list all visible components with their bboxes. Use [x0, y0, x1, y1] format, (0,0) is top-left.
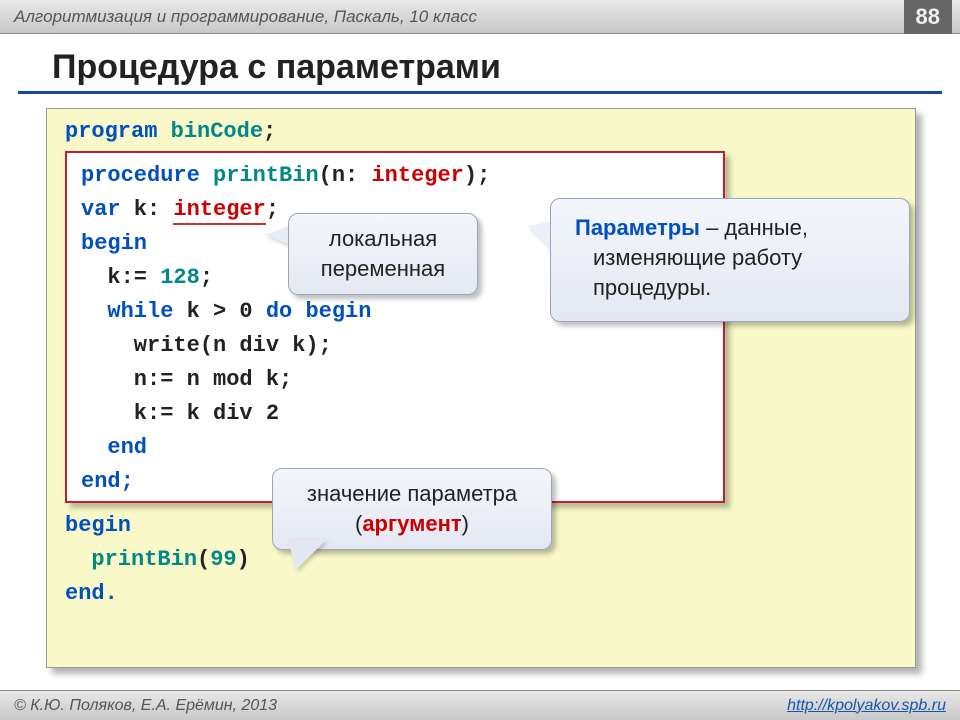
header-bar: Алгоритмизация и программирование, Паска… [0, 0, 960, 34]
callout-tail [288, 540, 326, 570]
code-line: end. [65, 577, 897, 611]
callout-parameters: Параметры – данные, изменяющие работу пр… [550, 198, 910, 322]
slide-title: Процедура с параметрами [18, 34, 942, 94]
code-line: n:= n mod k; [81, 363, 709, 397]
copyright: © К.Ю. Поляков, Е.А. Ерёмин, 2013 [14, 697, 277, 715]
source-link[interactable]: http://kpolyakov.spb.ru [787, 697, 946, 715]
course-title: Алгоритмизация и программирование, Паска… [14, 7, 477, 27]
code-line: procedure printBin(n: integer); [81, 159, 709, 193]
program-name: binCode [171, 119, 263, 144]
callout-argument: значение параметра (аргумент) [272, 468, 552, 550]
code-line: k:= k div 2 [81, 397, 709, 431]
code-line: program binCode; [65, 115, 897, 149]
code-line: end [81, 431, 709, 465]
code-block-outer: program binCode; procedure printBin(n: i… [46, 108, 916, 668]
code-line: write(n div k); [81, 329, 709, 363]
keyword-program: program [65, 119, 157, 144]
callout-local-variable: локальная переменная [288, 213, 478, 295]
footer-bar: © К.Ю. Поляков, Е.А. Ерёмин, 2013 http:/… [0, 690, 960, 720]
page-number: 88 [904, 0, 952, 34]
